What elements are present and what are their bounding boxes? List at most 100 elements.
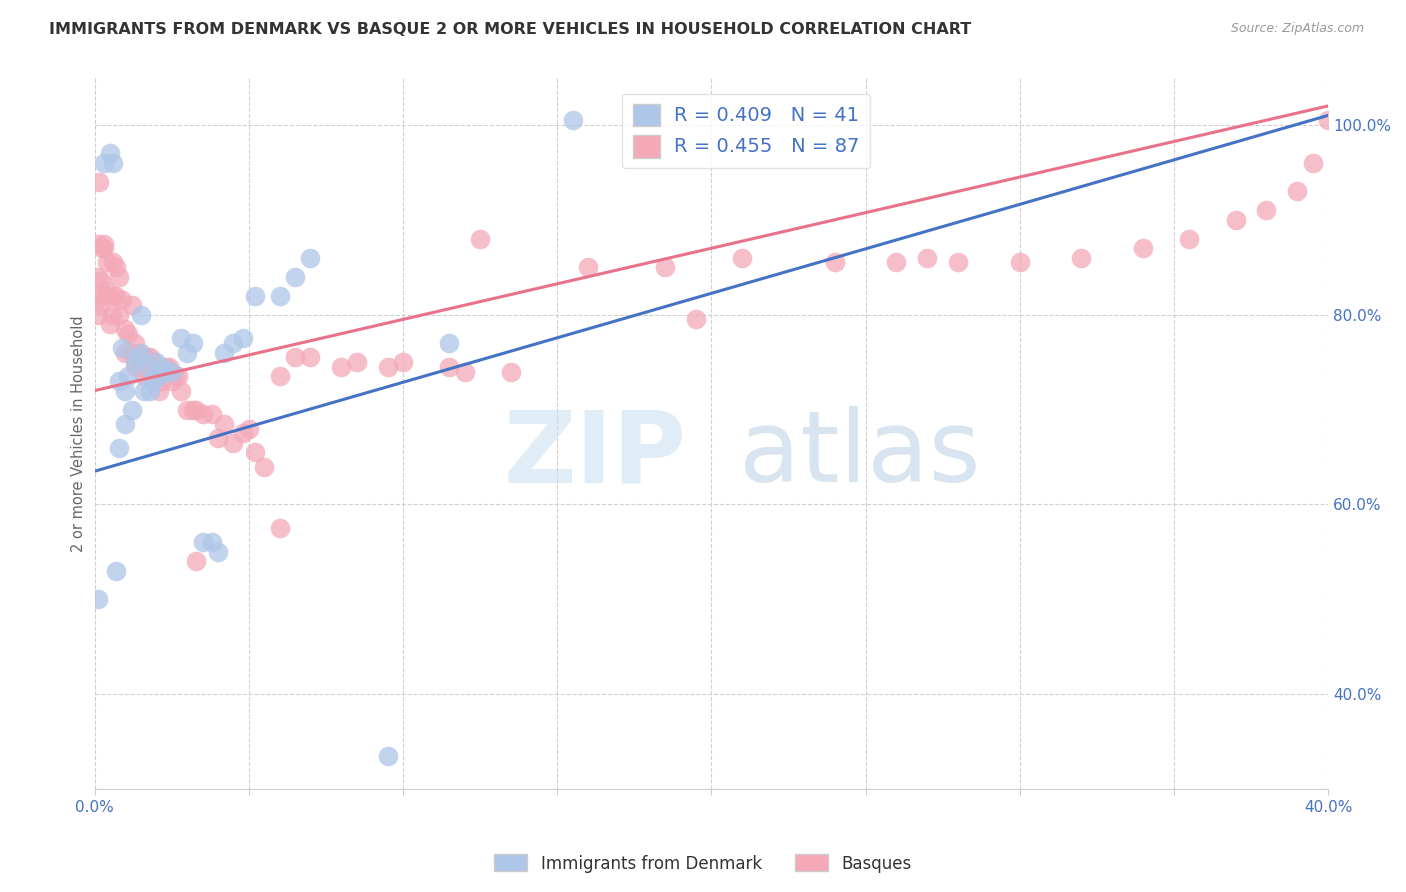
Point bbox=[86, 592, 108, 607]
Point bbox=[946, 255, 969, 269]
Text: atlas: atlas bbox=[738, 406, 980, 503]
Point bbox=[232, 331, 254, 345]
Point bbox=[207, 431, 229, 445]
Point bbox=[731, 251, 754, 265]
Point bbox=[201, 535, 224, 549]
Point bbox=[114, 384, 136, 398]
Point bbox=[157, 359, 180, 374]
Point bbox=[1178, 232, 1201, 246]
Legend: Immigrants from Denmark, Basques: Immigrants from Denmark, Basques bbox=[488, 847, 918, 880]
Point bbox=[222, 336, 245, 351]
Point bbox=[105, 288, 128, 302]
Point bbox=[170, 331, 193, 345]
Point bbox=[105, 260, 128, 275]
Point bbox=[284, 269, 307, 284]
Point bbox=[108, 308, 131, 322]
Point bbox=[129, 345, 152, 359]
Point bbox=[114, 345, 136, 359]
Point bbox=[93, 156, 115, 170]
Text: IMMIGRANTS FROM DENMARK VS BASQUE 2 OR MORE VEHICLES IN HOUSEHOLD CORRELATION CH: IMMIGRANTS FROM DENMARK VS BASQUE 2 OR M… bbox=[49, 22, 972, 37]
Point bbox=[145, 355, 167, 369]
Point bbox=[100, 308, 122, 322]
Point bbox=[468, 232, 491, 246]
Point bbox=[93, 241, 115, 255]
Point bbox=[142, 355, 165, 369]
Point bbox=[269, 369, 291, 384]
Point bbox=[117, 326, 139, 341]
Point bbox=[176, 345, 198, 359]
Point bbox=[253, 459, 276, 474]
Point bbox=[685, 312, 707, 326]
Point bbox=[129, 308, 152, 322]
Point bbox=[136, 351, 159, 365]
Point bbox=[654, 260, 676, 275]
Point bbox=[186, 402, 208, 417]
Point bbox=[1008, 255, 1031, 269]
Point bbox=[132, 369, 155, 384]
Point bbox=[166, 369, 188, 384]
Point bbox=[243, 288, 266, 302]
Point bbox=[101, 255, 124, 269]
Point bbox=[269, 521, 291, 535]
Point bbox=[176, 402, 198, 417]
Point bbox=[886, 255, 908, 269]
Point bbox=[576, 260, 599, 275]
Point bbox=[98, 146, 121, 161]
Point bbox=[191, 535, 214, 549]
Point bbox=[191, 407, 214, 421]
Point bbox=[114, 322, 136, 336]
Point bbox=[561, 113, 583, 128]
Point bbox=[163, 369, 186, 384]
Point bbox=[101, 288, 124, 302]
Point bbox=[160, 374, 183, 388]
Point bbox=[86, 308, 108, 322]
Point bbox=[86, 236, 108, 251]
Point bbox=[105, 564, 128, 578]
Point bbox=[392, 355, 415, 369]
Point bbox=[129, 355, 152, 369]
Point bbox=[1302, 156, 1324, 170]
Point bbox=[91, 241, 114, 255]
Point bbox=[152, 359, 174, 374]
Point bbox=[101, 156, 124, 170]
Point bbox=[111, 293, 134, 308]
Point bbox=[155, 359, 177, 374]
Point bbox=[212, 345, 235, 359]
Point bbox=[1317, 113, 1340, 128]
Point bbox=[1256, 203, 1278, 218]
Point bbox=[139, 384, 162, 398]
Point bbox=[142, 374, 165, 388]
Point bbox=[453, 365, 475, 379]
Point bbox=[915, 251, 938, 265]
Point bbox=[299, 351, 322, 365]
Point bbox=[160, 365, 183, 379]
Point bbox=[127, 345, 149, 359]
Point bbox=[96, 255, 118, 269]
Point bbox=[1225, 212, 1247, 227]
Point bbox=[124, 336, 146, 351]
Point bbox=[114, 417, 136, 431]
Point bbox=[1286, 184, 1309, 198]
Point bbox=[181, 336, 204, 351]
Point bbox=[330, 359, 353, 374]
Text: ZIP: ZIP bbox=[503, 406, 686, 503]
Point bbox=[377, 748, 399, 763]
Point bbox=[98, 317, 121, 331]
Y-axis label: 2 or more Vehicles in Household: 2 or more Vehicles in Household bbox=[72, 315, 86, 551]
Point bbox=[824, 255, 846, 269]
Point bbox=[124, 359, 146, 374]
Point bbox=[111, 341, 134, 355]
Point bbox=[1132, 241, 1154, 255]
Point bbox=[201, 407, 224, 421]
Point bbox=[108, 269, 131, 284]
Point bbox=[499, 365, 522, 379]
Point bbox=[186, 554, 208, 568]
Point bbox=[148, 369, 170, 384]
Point bbox=[212, 417, 235, 431]
Point bbox=[124, 355, 146, 369]
Point bbox=[132, 384, 155, 398]
Point bbox=[93, 288, 115, 302]
Point bbox=[96, 284, 118, 298]
Point bbox=[108, 374, 131, 388]
Point bbox=[207, 545, 229, 559]
